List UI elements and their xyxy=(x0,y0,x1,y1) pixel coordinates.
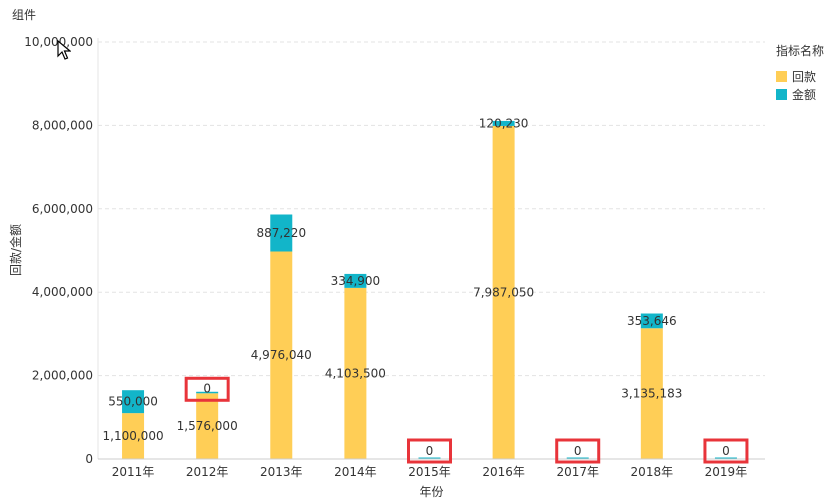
legend-label-huikuan: 回款 xyxy=(792,69,817,84)
highlight-box xyxy=(555,438,601,464)
highlight-box xyxy=(703,438,749,464)
highlight-box xyxy=(184,376,230,402)
bar-jine xyxy=(122,390,145,414)
axes: 02,000,0004,000,0006,000,0008,000,00010,… xyxy=(8,35,765,499)
x-tick-label: 2012年 xyxy=(186,465,229,479)
x-tick-label: 2015年 xyxy=(408,465,451,479)
widget-title: 组件 xyxy=(12,8,37,22)
data-label-huikuan: 1,576,000 xyxy=(177,419,238,433)
data-label-jine: 353,646 xyxy=(627,314,677,328)
bar-jine xyxy=(344,273,367,288)
x-tick-label: 2011年 xyxy=(112,465,155,479)
data-label-jine: 120,230 xyxy=(479,116,529,130)
data-label-jine: 887,220 xyxy=(256,226,306,240)
data-label-jine: 0 xyxy=(426,444,434,458)
y-tick-label: 4,000,000 xyxy=(32,285,93,299)
bar-huikuan xyxy=(270,251,293,459)
data-label-huikuan: 7,987,050 xyxy=(473,285,534,299)
bar-jine xyxy=(196,391,219,394)
x-tick-label: 2014年 xyxy=(334,465,377,479)
bar-huikuan xyxy=(492,125,515,460)
bar-huikuan xyxy=(344,287,367,459)
data-label-jine: 0 xyxy=(574,444,582,458)
y-tick-label: 6,000,000 xyxy=(32,202,93,216)
x-axis-title: 年份 xyxy=(419,485,443,499)
legend-swatch-jine xyxy=(776,88,787,100)
x-tick-label: 2019年 xyxy=(705,465,748,479)
bar-jine xyxy=(566,457,589,459)
data-labels: 1,100,000 550,000 1,576,000 0 4,976,040 887,2… xyxy=(103,116,730,458)
data-label-huikuan: 4,103,500 xyxy=(325,366,386,380)
mouse-pointer-icon xyxy=(57,40,71,60)
bar-jine xyxy=(492,120,515,126)
x-tick-label: 2016年 xyxy=(482,465,525,479)
x-tick-label: 2013年 xyxy=(260,465,303,479)
data-label-jine: 550,000 xyxy=(108,395,158,409)
data-label-huikuan: 1,100,000 xyxy=(103,429,164,443)
bars xyxy=(122,120,737,460)
bar-jine xyxy=(270,214,293,252)
legend-label-jine: 金额 xyxy=(792,87,817,102)
x-tick-label: 2017年 xyxy=(556,465,599,479)
legend-swatch-huikuan xyxy=(776,70,787,82)
data-label-jine: 334,900 xyxy=(331,274,381,288)
y-tick-label: 0 xyxy=(85,452,93,466)
y-axis-title: 回款/金额 xyxy=(8,224,23,276)
bar-jine xyxy=(640,313,663,329)
y-tick-label: 2,000,000 xyxy=(32,369,93,383)
legend-item-jine[interactable]: 金额 xyxy=(776,85,824,103)
data-label-jine: 0 xyxy=(203,381,211,395)
bar-jine xyxy=(714,457,737,459)
bar-jine xyxy=(418,457,441,459)
bar-huikuan xyxy=(640,328,663,459)
data-label-huikuan: 3,135,183 xyxy=(621,387,682,401)
y-tick-label: 8,000,000 xyxy=(32,118,93,132)
data-label-huikuan: 4,976,040 xyxy=(251,348,312,362)
highlight-box xyxy=(407,438,452,464)
legend-item-huikuan[interactable]: 回款 xyxy=(776,67,824,85)
legend-title: 指标名称 xyxy=(776,44,825,58)
bar-huikuan xyxy=(122,413,145,459)
x-tick-label: 2018年 xyxy=(631,465,674,479)
legend: 指标名称 回款 金额 xyxy=(776,42,824,103)
data-label-jine: 0 xyxy=(722,444,730,458)
bar-huikuan xyxy=(196,393,219,459)
highlight-boxes xyxy=(184,376,749,464)
